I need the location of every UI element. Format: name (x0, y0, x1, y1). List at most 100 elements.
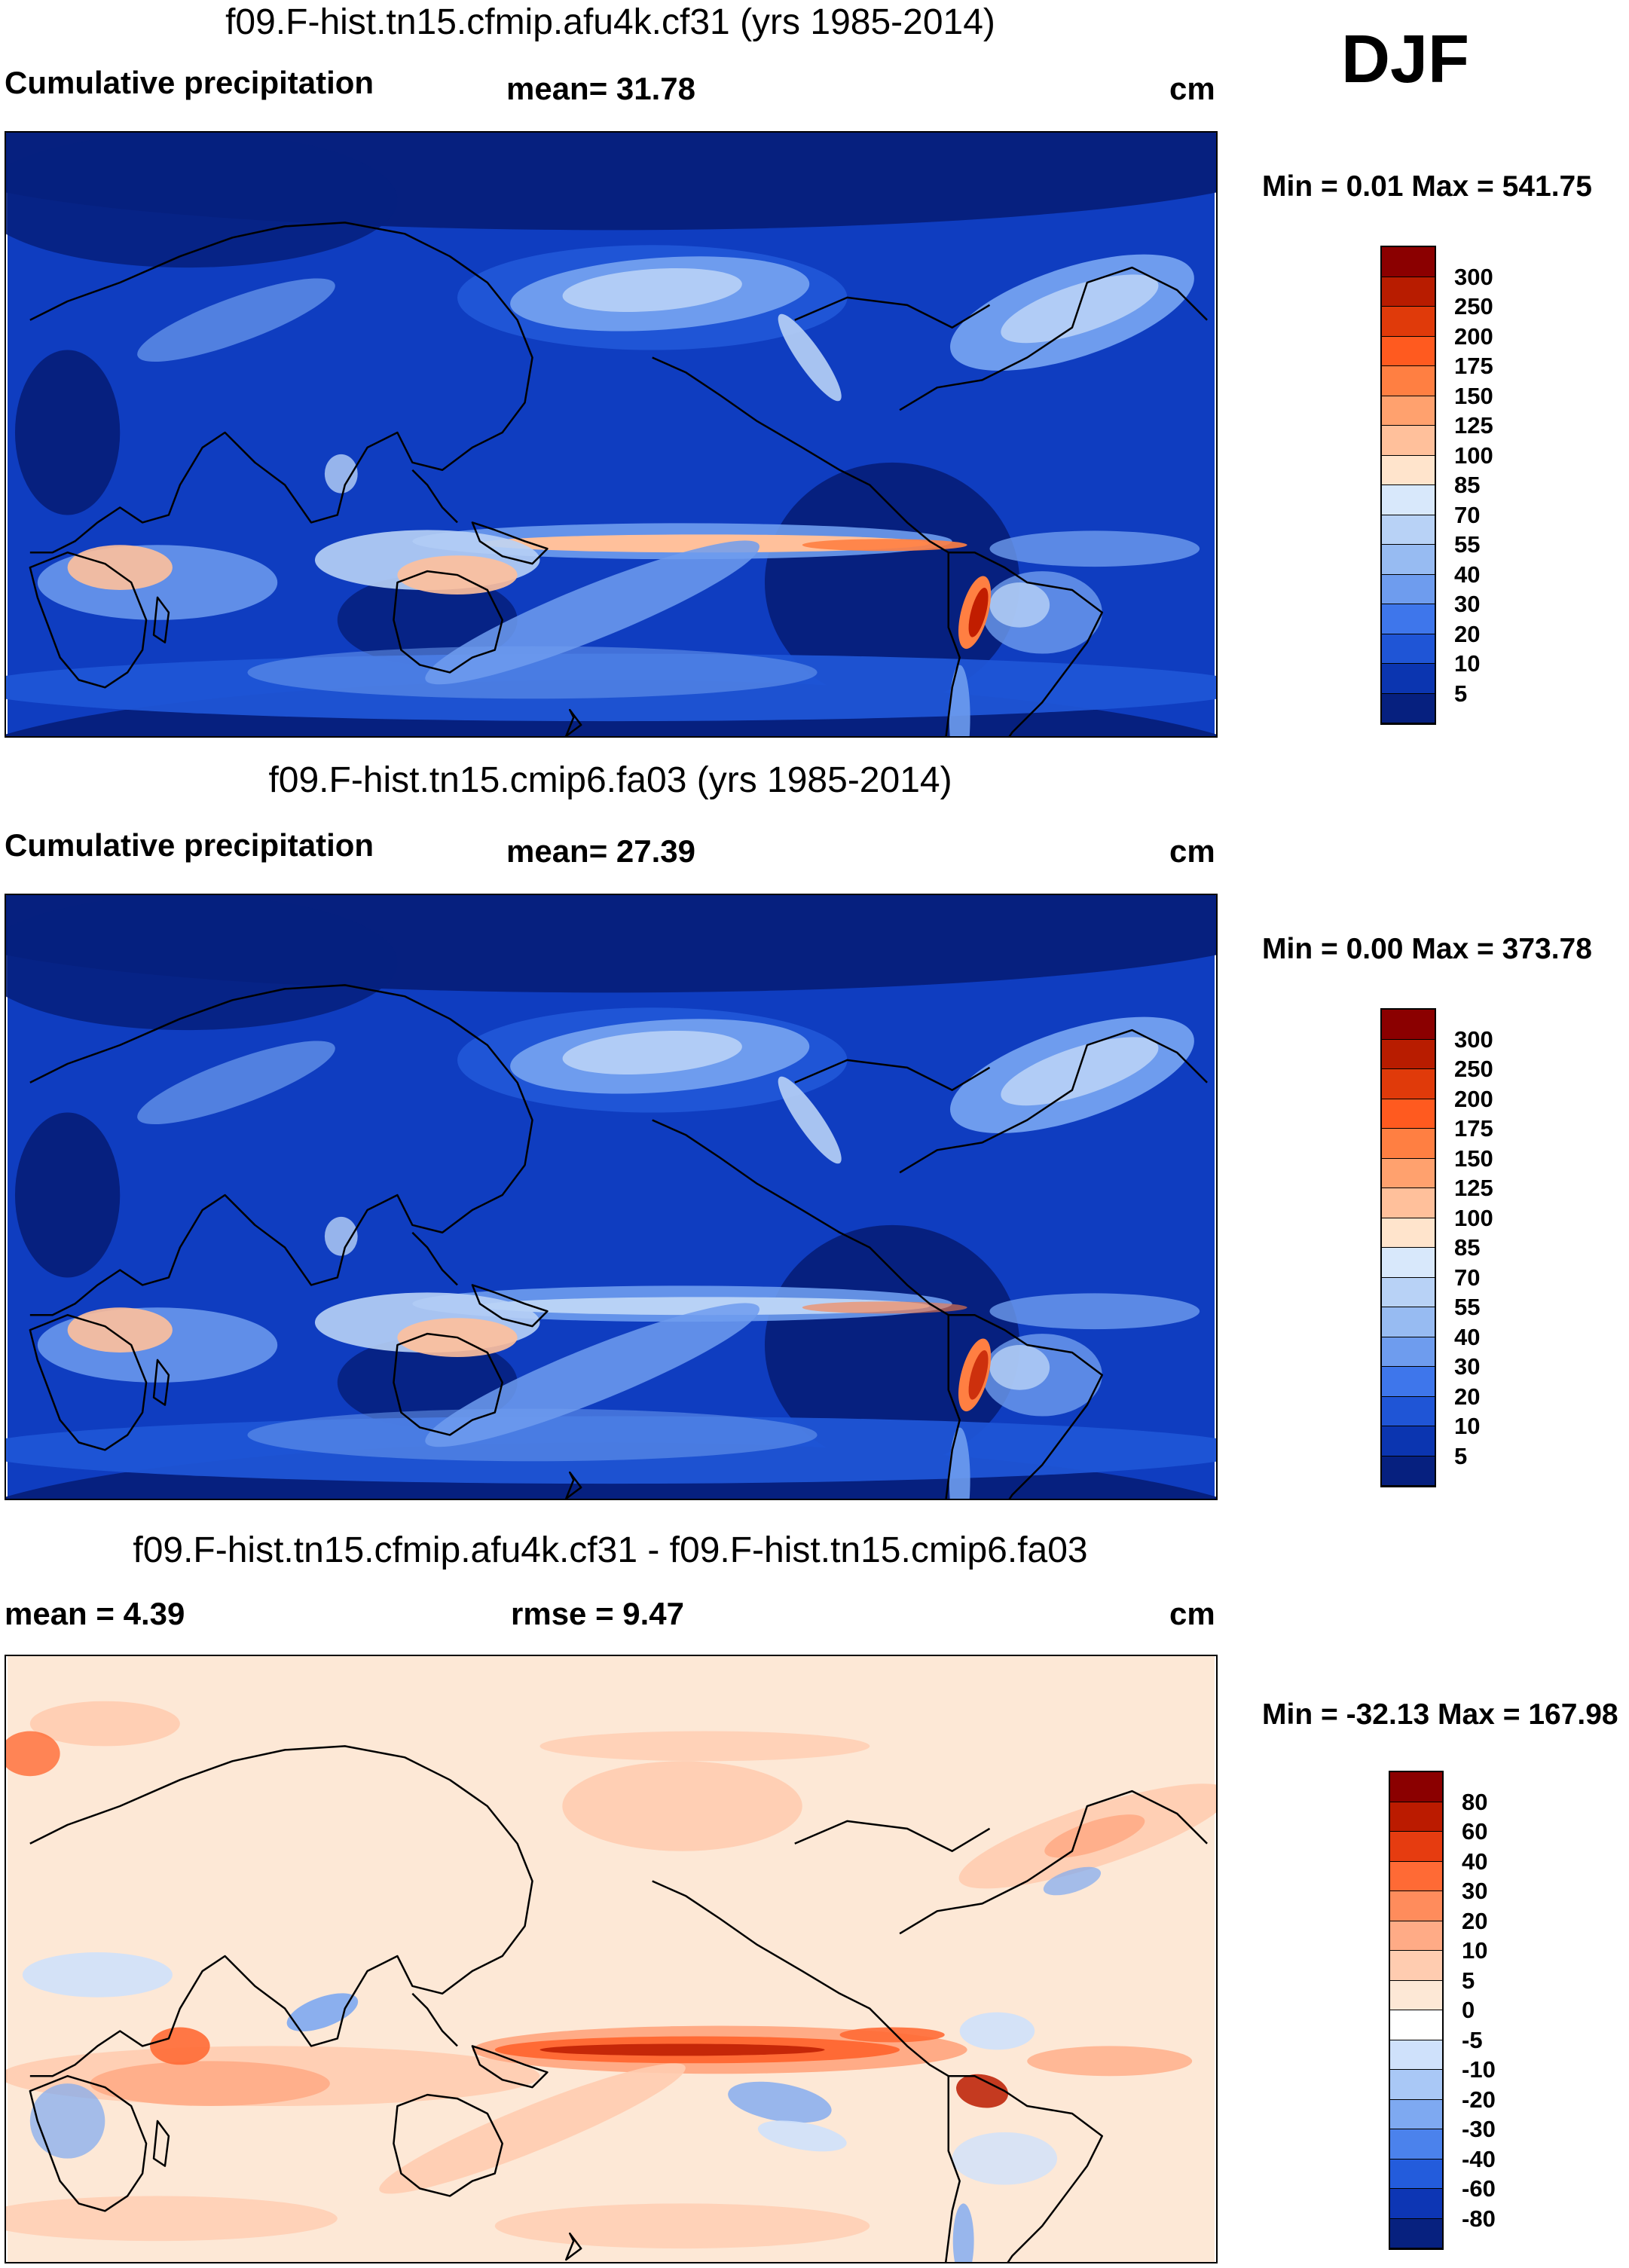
colorbar-tick-label: -5 (1462, 2026, 1483, 2053)
colorbar-tick-label: 250 (1454, 293, 1493, 319)
variable-label: Cumulative precipitation (5, 827, 374, 863)
colorbar-box (1390, 1861, 1442, 1891)
colorbar-tick-label: 10 (1454, 1413, 1481, 1439)
mean-label: mean= 27.39 (506, 833, 696, 869)
rmse-label: rmse = 9.47 (511, 1596, 685, 1631)
colorbar-tick-label: 40 (1454, 1323, 1481, 1350)
colorbar (1389, 1771, 1444, 2250)
colorbar-box (1382, 247, 1435, 277)
colorbar-tick-label: -60 (1462, 2175, 1496, 2202)
colorbar-box (1390, 1772, 1442, 1802)
colorbar-tick-label: 100 (1454, 442, 1493, 469)
colorbar-box (1382, 307, 1435, 337)
difference-field (6, 1701, 1216, 2262)
colorbar-box (1382, 664, 1435, 694)
colorbar-box (1382, 1456, 1435, 1486)
colorbar-box (1382, 426, 1435, 456)
colorbar-box (1390, 2070, 1442, 2100)
coastlines (29, 984, 1208, 1499)
colorbar-tick-label: 125 (1454, 1175, 1493, 1201)
colorbar-tick-label: 10 (1462, 1937, 1488, 1964)
colorbar-box (1390, 1891, 1442, 1921)
colorbar-tick-label: 125 (1454, 412, 1493, 439)
colorbar-tick-label: 200 (1454, 1085, 1493, 1112)
colorbar-tick-label: 20 (1454, 620, 1481, 647)
colorbar-box (1382, 1129, 1435, 1159)
colorbar-box (1390, 1921, 1442, 1951)
colorbar-box (1382, 693, 1435, 723)
colorbar-box (1390, 2189, 1442, 2219)
colorbar-tick-label: 30 (1454, 1353, 1481, 1380)
colorbar-box (1382, 1010, 1435, 1040)
colorbar-box (1382, 545, 1435, 575)
variable-label: Cumulative precipitation (5, 65, 374, 100)
colorbar-box (1390, 2159, 1442, 2189)
colorbar-tick-label: 5 (1462, 1967, 1475, 1994)
colorbar-box (1390, 2218, 1442, 2248)
colorbar-tick-label: 150 (1454, 1145, 1493, 1172)
colorbar-box (1382, 1158, 1435, 1188)
colorbar-box (1390, 1951, 1442, 1981)
colorbar-tick-label: -80 (1462, 2205, 1496, 2232)
mean-label: mean = 4.39 (5, 1596, 185, 1631)
colorbar-box (1382, 336, 1435, 366)
colorbar (1380, 1008, 1436, 1487)
colorbar-tick-label: 200 (1454, 322, 1493, 350)
colorbar-box (1382, 366, 1435, 396)
mean-label: mean= 31.78 (506, 71, 696, 106)
colorbar-box (1382, 634, 1435, 664)
colorbar-tick-label: -10 (1462, 2056, 1496, 2083)
colorbar-tick-label: 70 (1454, 501, 1481, 528)
colorbar-tick-label: 175 (1454, 353, 1493, 379)
panel-title: f09.F-hist.tn15.cmip6.fa03 (yrs 1985-201… (268, 760, 952, 800)
precip-map (5, 894, 1218, 1500)
colorbar-tick-label: 100 (1454, 1204, 1493, 1231)
colorbar-box (1382, 1367, 1435, 1397)
panel-title: f09.F-hist.tn15.cfmip.afu4k.cf31 (yrs 19… (225, 2, 995, 42)
precip-field (6, 895, 1216, 1499)
colorbar-box (1390, 2129, 1442, 2159)
panel-title: f09.F-hist.tn15.cfmip.afu4k.cf31 - f09.F… (133, 1530, 1088, 1570)
units-label: cm (1169, 833, 1215, 869)
colorbar-tick-label: 80 (1462, 1788, 1488, 1815)
colorbar-box (1382, 1337, 1435, 1367)
colorbar-tick-label: 55 (1454, 1294, 1481, 1320)
season-label: DJF (1341, 22, 1470, 97)
colorbar-tick-label: 55 (1454, 531, 1481, 558)
colorbar-tick-label: 300 (1454, 263, 1493, 290)
precip-field (6, 133, 1216, 736)
colorbar-box (1390, 2099, 1442, 2129)
min-max-label: Min = 0.00 Max = 373.78 (1262, 933, 1592, 965)
min-max-label: Min = 0.01 Max = 541.75 (1262, 170, 1592, 203)
colorbar-tick-label: 85 (1454, 472, 1481, 498)
colorbar-box (1382, 1248, 1435, 1278)
colorbar-box (1382, 604, 1435, 634)
colorbar-box (1390, 1802, 1442, 1832)
difference-map (5, 1655, 1218, 2263)
colorbar-box (1382, 1188, 1435, 1218)
colorbar-box (1382, 455, 1435, 485)
colorbar-tick-label: -30 (1462, 2116, 1496, 2142)
colorbar-tick-label: -20 (1462, 2086, 1496, 2113)
colorbar-box (1382, 574, 1435, 604)
colorbar-tick-label: 5 (1454, 1442, 1468, 1469)
colorbar-tick-label: 5 (1454, 680, 1468, 707)
colorbar-box (1390, 1980, 1442, 2010)
colorbar-tick-label: 150 (1454, 382, 1493, 409)
colorbar-tick-label: -40 (1462, 2145, 1496, 2172)
colorbar-box (1382, 1099, 1435, 1129)
min-max-label: Min = -32.13 Max = 167.98 (1262, 1698, 1618, 1731)
colorbar-tick-label: 175 (1454, 1115, 1493, 1142)
colorbar-tick-label: 250 (1454, 1056, 1493, 1082)
colorbar-box (1382, 1396, 1435, 1426)
colorbar-tick-label: 10 (1454, 650, 1481, 677)
colorbar-box (1390, 1832, 1442, 1862)
colorbar-tick-label: 40 (1462, 1848, 1488, 1875)
colorbar (1380, 246, 1436, 725)
coastlines (29, 1745, 1208, 2262)
colorbar-tick-label: 20 (1454, 1383, 1481, 1410)
colorbar-box (1382, 1039, 1435, 1069)
colorbar-box (1390, 2040, 1442, 2070)
colorbar-box (1382, 1218, 1435, 1248)
coastlines (29, 222, 1208, 736)
